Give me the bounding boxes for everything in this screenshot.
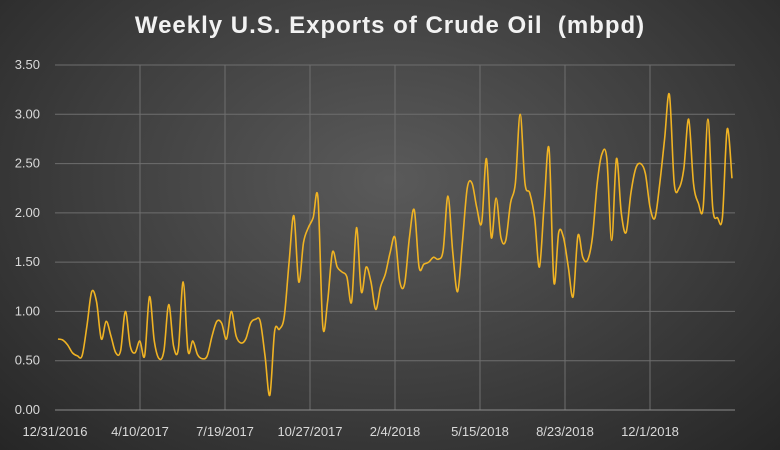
x-tick-label: 2/4/2018 bbox=[370, 424, 421, 439]
y-tick-label: 0.00 bbox=[15, 402, 40, 417]
x-tick-label: 8/23/2018 bbox=[536, 424, 594, 439]
x-tick-label: 10/27/2017 bbox=[277, 424, 342, 439]
x-tick-label: 7/19/2017 bbox=[196, 424, 254, 439]
y-axis-ticks: 0.00 0.50 1.00 1.50 2.00 2.50 3.00 3.50 bbox=[15, 57, 40, 417]
x-tick-label: 5/15/2018 bbox=[451, 424, 509, 439]
x-tick-label: 12/31/2016 bbox=[22, 424, 87, 439]
y-tick-label: 1.50 bbox=[15, 254, 40, 269]
y-tick-label: 0.50 bbox=[15, 353, 40, 368]
chart-title: Weekly U.S. Exports of Crude Oil (mbpd) bbox=[134, 12, 646, 39]
y-tick-label: 2.00 bbox=[15, 205, 40, 220]
x-tick-label: 12/1/2018 bbox=[621, 424, 679, 439]
y-tick-label: 2.50 bbox=[15, 156, 40, 171]
x-axis-ticks: 12/31/2016 4/10/2017 7/19/2017 10/27/2017 2/… bbox=[22, 424, 678, 439]
series-line bbox=[57, 92, 733, 397]
y-tick-label: 3.50 bbox=[15, 57, 40, 72]
y-tick-label: 1.00 bbox=[15, 303, 40, 318]
x-tick-label: 4/10/2017 bbox=[111, 424, 169, 439]
y-tick-label: 3.00 bbox=[15, 106, 40, 121]
series-layer bbox=[57, 92, 733, 397]
